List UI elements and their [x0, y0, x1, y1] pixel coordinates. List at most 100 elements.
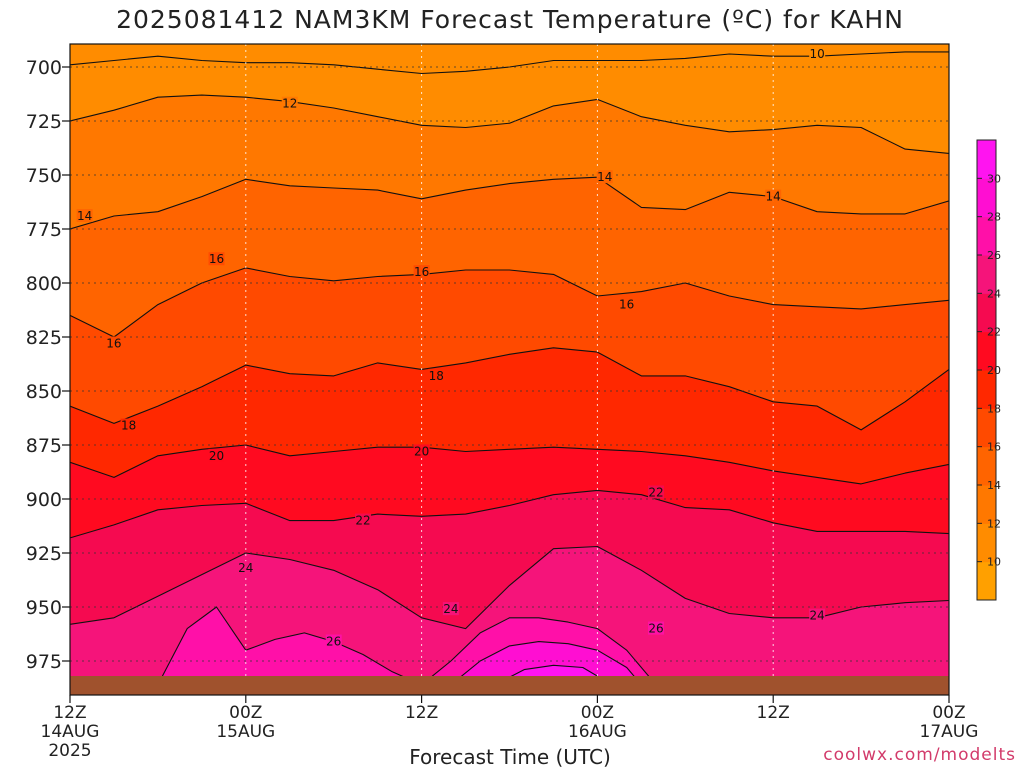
contour-label: 14 [597, 170, 612, 184]
y-axis: 700 725 750 775 800 825 850 875 900 925 950 975 [26, 57, 70, 673]
colorbar-tick-label: 10 [987, 556, 1001, 569]
colorbar-segment [977, 485, 996, 524]
colorbar-segment [977, 446, 996, 486]
contour-labels: 10 12 14 14 14 16 16 16 16 18 18 20 20 22 22 24 24 24 26 26 [76, 47, 826, 649]
contour-label-bg [208, 252, 225, 266]
y-tick-label: 750 [26, 165, 62, 187]
contour-label: 24 [443, 602, 458, 616]
x-tick-label: 12Z [53, 703, 86, 723]
grid-lines [70, 44, 949, 695]
contour-label-bg [413, 444, 430, 458]
x-tick-date: 14AUG [41, 722, 100, 742]
y-tick-label: 975 [26, 651, 62, 673]
colorbar-segment [977, 523, 996, 563]
colorbar-tick-label: 22 [987, 326, 1001, 339]
isotherm-24 [70, 545, 949, 630]
isotherm-16 [70, 267, 949, 338]
contour-label-bg [105, 336, 122, 350]
contour-label: 24 [810, 609, 825, 623]
contour-label-bg [442, 602, 459, 616]
plot-area: 10 12 14 14 14 16 16 16 16 18 18 20 20 22 22 24 24 24 26 26 [70, 44, 949, 695]
colorbar-segment [977, 408, 996, 448]
contour-label-bg [76, 209, 93, 223]
contour-label: 20 [414, 444, 429, 458]
y-tick-label: 800 [26, 273, 62, 295]
y-tick-label: 725 [26, 111, 62, 133]
colorbar: 10 12 14 16 18 20 22 24 26 28 30 [976, 139, 1001, 601]
isotherm-20 [70, 444, 949, 485]
credit-text: coolwx.com/modelts [823, 745, 1016, 765]
y-tick-label: 950 [26, 597, 62, 619]
colorbar-segment [977, 293, 996, 333]
colorbar-tick-label: 12 [987, 517, 1001, 530]
contour-label-bg [809, 47, 826, 61]
y-tick-label: 775 [26, 219, 62, 241]
contour-label: 14 [766, 190, 781, 204]
contour-label-bg [428, 368, 445, 382]
contour-label-bg [809, 608, 826, 622]
x-axis-label: Forecast Time (UTC) [409, 745, 611, 768]
contour-label-bg [208, 448, 225, 462]
contour-label: 18 [429, 369, 444, 383]
contour-label-bg [765, 189, 782, 203]
colorbar-segment [977, 216, 996, 256]
contour-label: 22 [648, 486, 663, 500]
colorbar-tick-label: 24 [987, 287, 1001, 300]
isotherm-12 [70, 94, 949, 154]
contour-label: 26 [648, 622, 663, 636]
isotherm-28 [450, 641, 642, 686]
contour-label: 16 [619, 298, 634, 312]
contour-label: 24 [238, 561, 253, 575]
contour-label-bg [648, 485, 664, 499]
contour-label-bg [648, 621, 664, 635]
x-tick-date: 16AUG [568, 722, 627, 742]
colorbar-segment [977, 561, 996, 601]
temperature-bands [70, 51, 949, 695]
contour-label: 18 [121, 419, 136, 433]
x-tick-date: 17AUG [920, 722, 979, 742]
contour-label-bg [325, 634, 342, 648]
isotherm-14 [70, 176, 949, 230]
contour-label-bg [596, 170, 613, 184]
contour-label: 10 [810, 47, 825, 61]
x-tick-label: 00Z [581, 703, 614, 723]
y-tick-label: 700 [26, 57, 62, 79]
y-tick-label: 875 [26, 435, 62, 457]
colorbar-tick-label: 16 [987, 441, 1001, 454]
ground-surface [70, 676, 949, 695]
contour-label-bg [281, 96, 298, 110]
colorbar-tick-label: 28 [987, 211, 1001, 224]
x-tick-year: 2025 [48, 741, 91, 761]
isotherm-22 [70, 489, 949, 539]
y-tick-label: 825 [26, 327, 62, 349]
isotherm-30 [494, 664, 613, 686]
contour-label: 20 [209, 449, 224, 463]
colorbar-tick-label: 30 [987, 172, 1001, 185]
contour-label: 26 [326, 635, 341, 649]
colorbar-segment [977, 140, 996, 179]
x-tick-date: 15AUG [216, 722, 275, 742]
plot-frame [69, 43, 950, 696]
colorbar-tick-label: 26 [987, 249, 1001, 262]
x-tick-label: 00Z [932, 703, 965, 723]
chart-title: 2025081412 NAM3KM Forecast Temperature (… [116, 5, 904, 34]
colorbar-segment [977, 255, 996, 294]
contour-label: 22 [355, 514, 370, 528]
colorbar-segment [977, 370, 996, 409]
y-tick-label: 925 [26, 543, 62, 565]
x-tick-label: 12Z [757, 703, 790, 723]
contour-label-bg [237, 561, 254, 575]
colorbar-tick-label: 20 [987, 364, 1001, 377]
colorbar-tick-label: 18 [987, 402, 1001, 415]
isotherm-18 [70, 347, 949, 431]
contour-label: 16 [414, 265, 429, 279]
contour-label: 12 [282, 97, 297, 111]
contour-label: 14 [77, 209, 92, 223]
colorbar-tick-label: 14 [987, 479, 1001, 492]
contour-label-bg [120, 418, 137, 432]
contour-label-bg [355, 513, 371, 527]
x-tick-label: 12Z [405, 703, 438, 723]
contour-label-bg [413, 265, 430, 279]
